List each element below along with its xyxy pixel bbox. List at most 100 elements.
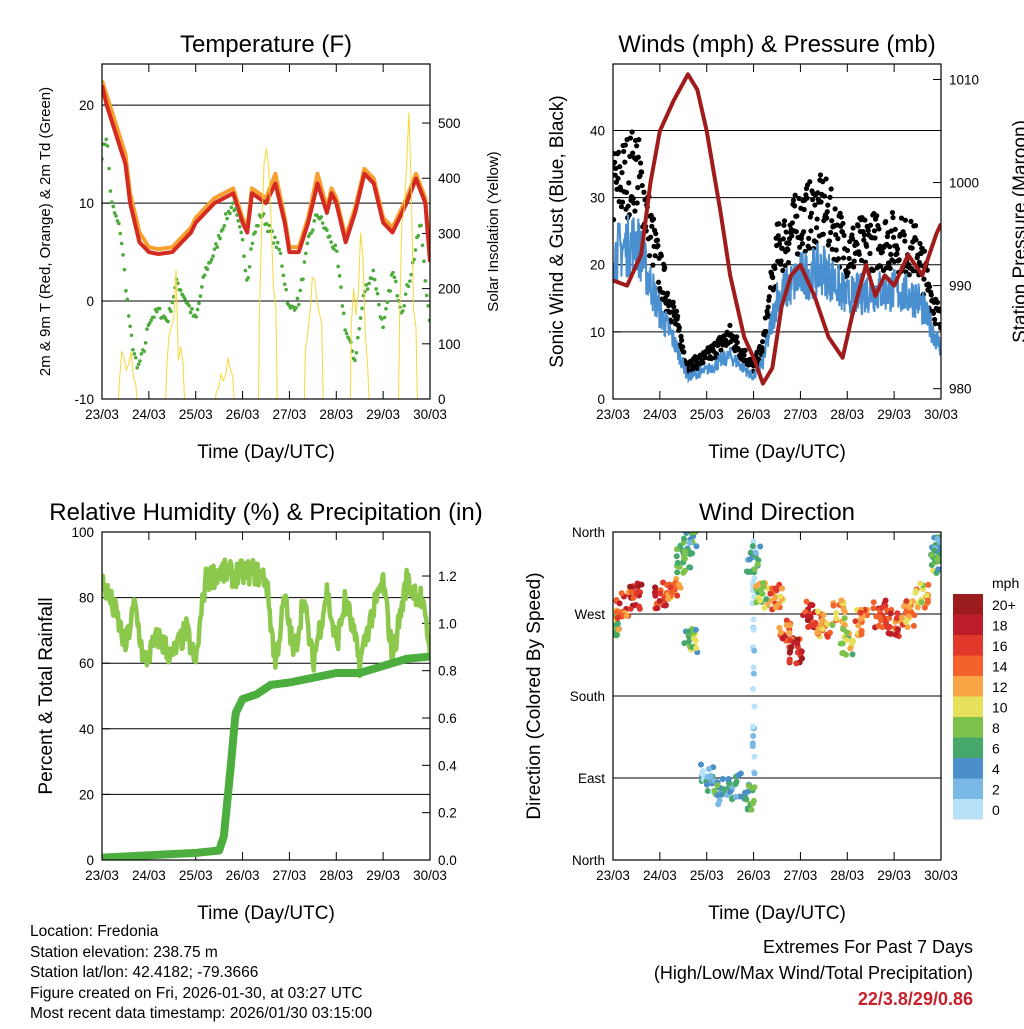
gust-point — [902, 238, 908, 244]
gust-point — [629, 129, 635, 135]
direction-point — [777, 593, 784, 600]
direction-point — [928, 551, 935, 558]
gust-point — [648, 234, 654, 240]
legend-label: 2 — [992, 782, 1000, 798]
dewpoint-point — [195, 307, 200, 312]
dewpoint-point — [214, 242, 218, 246]
direction-point — [833, 610, 840, 617]
y-tick-label: 40 — [79, 722, 94, 737]
gust-point — [840, 220, 846, 227]
dewpoint-point — [344, 331, 349, 336]
direction-point — [714, 792, 721, 799]
direction-point — [693, 645, 700, 652]
gust-point — [708, 355, 715, 362]
dewpoint-point — [261, 212, 266, 216]
dewpoint-point — [107, 166, 111, 171]
gust-point — [778, 258, 784, 264]
dewpoint-point — [149, 318, 153, 322]
gust-point — [849, 236, 856, 242]
dewpoint-point — [188, 310, 193, 315]
dewpoint-point — [309, 230, 314, 235]
direction-point — [616, 600, 623, 607]
dewpoint-point — [132, 352, 137, 356]
dewpoint-point — [332, 247, 336, 251]
direction-point — [628, 589, 635, 596]
dewpoint-point — [169, 309, 173, 314]
direction-point — [757, 543, 764, 550]
gust-point — [890, 214, 896, 221]
x-tick-label: 26/03 — [226, 407, 260, 422]
gust-point — [908, 218, 914, 225]
gust-point — [653, 231, 659, 237]
gust-point — [833, 247, 839, 253]
dewpoint-point — [305, 241, 310, 246]
dewpoint-point — [135, 365, 139, 370]
gust-point — [673, 308, 680, 314]
legend-swatch — [953, 655, 983, 676]
dewpoint-point — [416, 233, 421, 238]
gust-point — [909, 245, 915, 251]
gust-point — [930, 310, 937, 316]
solar-spike — [165, 269, 185, 399]
dewpoint-point — [264, 221, 269, 226]
gust-point — [799, 240, 806, 247]
dewpoint-point — [147, 321, 152, 325]
direction-point — [934, 535, 941, 542]
gust-point — [655, 279, 662, 285]
gust-point — [792, 203, 798, 209]
relative-humidity-line — [102, 557, 430, 679]
gust-point — [861, 232, 867, 238]
dewpoint-point — [129, 333, 134, 338]
direction-point — [630, 594, 637, 601]
chart-title: Winds (mph) & Pressure (mb) — [618, 31, 935, 58]
gust-point — [650, 216, 657, 222]
gust-point — [670, 299, 676, 305]
direction-point — [794, 640, 801, 647]
dewpoint-point — [198, 294, 203, 298]
y-tick-label: 20 — [79, 98, 94, 113]
dewpoint-point — [111, 204, 116, 209]
gust-point — [828, 186, 834, 192]
direction-point — [855, 622, 862, 629]
gust-point — [815, 190, 821, 196]
gust-point — [883, 218, 889, 225]
y-axis-label: Percent & Total Rainfall — [36, 597, 57, 794]
dewpoint-point — [166, 319, 170, 324]
gust-point — [613, 159, 618, 165]
gust-point — [794, 213, 800, 219]
x-tick-label: 30/03 — [924, 868, 958, 883]
dewpoint-point — [225, 216, 229, 221]
direction-point — [857, 615, 864, 622]
y-tick-label: 20 — [590, 258, 605, 273]
direction-point — [786, 622, 793, 629]
x-tick-label: 28/03 — [830, 868, 864, 883]
direction-point — [674, 569, 681, 576]
direction-point — [618, 590, 625, 597]
direction-point — [686, 564, 693, 571]
gust-point — [894, 251, 900, 257]
gust-point — [932, 316, 938, 323]
dewpoint-point — [183, 297, 187, 301]
gust-point — [878, 263, 884, 269]
gust-point — [619, 199, 626, 205]
elevation-text: Station elevation: 238.75 m — [30, 943, 218, 961]
gust-point — [702, 355, 708, 361]
dewpoint-point — [197, 301, 201, 306]
legend-swatch — [953, 778, 983, 799]
direction-point — [772, 604, 779, 611]
direction-point — [750, 616, 757, 623]
gust-point — [660, 290, 666, 296]
legend-label: 4 — [992, 761, 1000, 777]
direction-point — [750, 733, 757, 740]
gust-point — [826, 238, 833, 244]
gust-point — [810, 197, 816, 203]
y-tick-label: West — [574, 607, 605, 622]
direction-point — [750, 670, 757, 677]
dewpoint-point — [176, 281, 180, 286]
gust-point — [734, 339, 740, 346]
direction-point — [637, 581, 644, 588]
dewpoint-point — [190, 307, 194, 311]
y2-tick-label: 0.0 — [438, 853, 457, 868]
x-axis-label: Time (Day/UTC) — [197, 903, 335, 924]
